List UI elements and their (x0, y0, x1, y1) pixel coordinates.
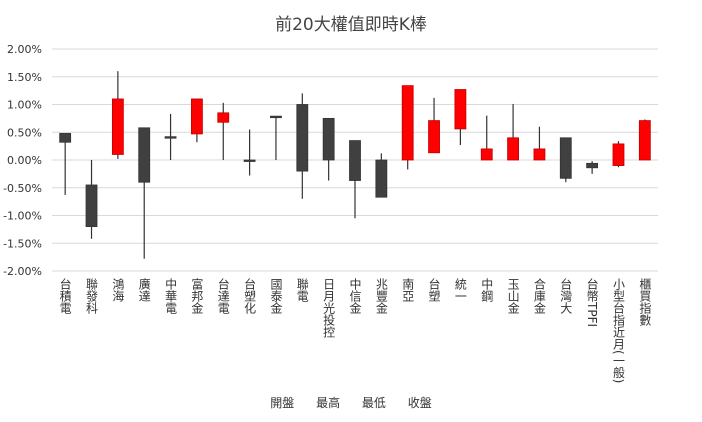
x-tick-label: 聯電 (295, 278, 310, 302)
candle-body (296, 104, 309, 172)
x-tick-label: 中華電 (163, 278, 178, 314)
x-tick-label: 廣達 (137, 278, 152, 302)
candle-body (454, 89, 467, 130)
candle-body (638, 120, 651, 161)
y-tick-label: -0.50% (3, 182, 42, 195)
legend-high: 最高 (316, 396, 341, 410)
x-tick-label: 中鋼 (479, 278, 494, 302)
x-tick-label: 台灣大 (558, 278, 573, 314)
candle-body (375, 159, 388, 198)
x-tick-label: 台達電 (216, 278, 231, 314)
x-tick-label: 小型台指近月(一般) (611, 278, 626, 384)
candle-body (164, 136, 177, 139)
candle-body (507, 137, 519, 161)
y-tick-label: -2.00% (3, 265, 42, 278)
candle-body (533, 148, 546, 161)
x-tick-label: 台積電 (58, 278, 73, 314)
y-tick-label: 0.00% (7, 154, 42, 167)
candle-body (270, 115, 282, 119)
candle-body (322, 117, 335, 161)
x-tick-label: 日月光投控 (321, 278, 336, 338)
x-tick-label: 櫃買指數 (637, 278, 652, 326)
y-tick-label: 0.50% (7, 126, 42, 139)
candle-body (349, 140, 361, 181)
x-tick-label: 富邦金 (189, 278, 204, 314)
x-tick-label: 聯發科 (84, 278, 99, 314)
x-tick-label: 國泰金 (268, 278, 283, 314)
candle-body (138, 127, 151, 183)
x-tick-label: 台塑化 (242, 278, 257, 314)
y-tick-label: 1.00% (7, 99, 42, 112)
candle-body (401, 85, 414, 161)
y-tick-label: -1.00% (3, 210, 42, 223)
candle-body (559, 137, 572, 179)
x-tick-label: 玉山金 (506, 278, 521, 314)
x-tick-label: 兆豐金 (374, 278, 389, 314)
candle-body (612, 143, 625, 166)
x-tick-label: 台幣TPFI (585, 278, 600, 328)
legend-close: 收盤 (407, 396, 432, 410)
legend: 開盤 最高 最低 收盤 (0, 394, 702, 411)
chart-title: 前20大權值即時K棒 (275, 15, 427, 35)
candle-body (586, 162, 599, 169)
candle-body (480, 148, 493, 161)
y-tick-label: 1.50% (7, 71, 42, 84)
candle-body (243, 159, 256, 162)
y-tick-label: 2.00% (7, 43, 42, 56)
candle-body (111, 98, 124, 155)
x-tick-label: 合庫金 (532, 278, 547, 314)
x-tick-label: 南亞 (400, 278, 415, 302)
candle-body (59, 132, 72, 143)
candle-body (428, 120, 440, 154)
x-tick-label: 台塑 (427, 278, 442, 302)
x-tick-label: 統一 (453, 278, 468, 302)
legend-open: 開盤 (270, 396, 295, 410)
x-tick-label: 中信金 (348, 278, 362, 314)
candle-body (85, 184, 98, 228)
candle-body (191, 98, 203, 135)
candle-body (217, 112, 230, 123)
legend-low: 最低 (361, 396, 386, 410)
x-tick-label: 鴻海 (110, 278, 125, 302)
y-tick-label: -1.50% (3, 237, 42, 250)
